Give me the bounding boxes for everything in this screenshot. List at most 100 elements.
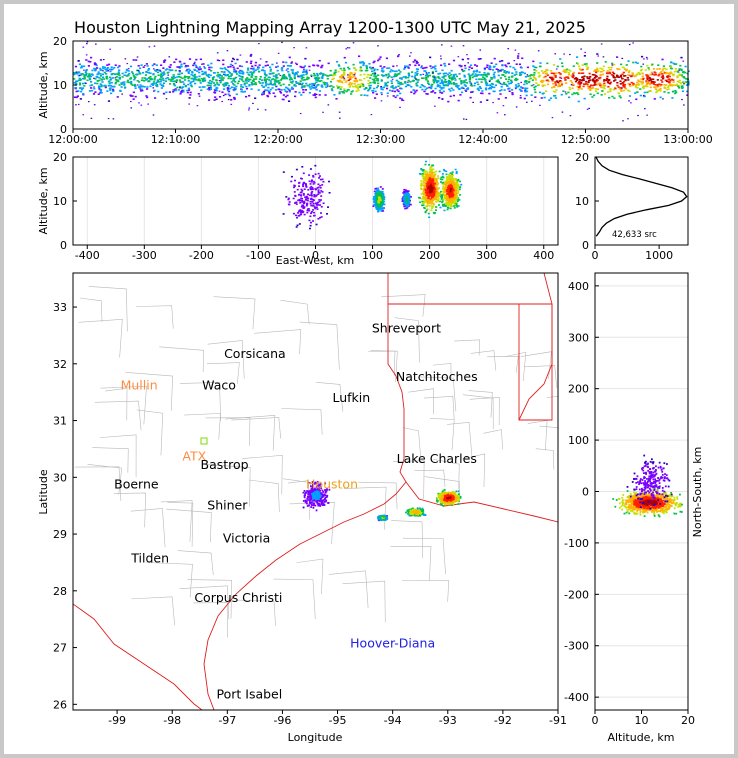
source-point (320, 84, 323, 87)
source-point (432, 75, 435, 77)
sparse-source-point (114, 77, 117, 79)
source-point (687, 82, 690, 84)
source-point (270, 83, 273, 86)
source-point (87, 60, 90, 63)
source-point (310, 179, 313, 182)
source-point (646, 81, 649, 84)
source-point (672, 81, 675, 83)
source-point (439, 200, 442, 203)
source-point (451, 171, 454, 173)
source-point (85, 72, 88, 75)
source-point (455, 192, 458, 195)
source-point (361, 83, 364, 85)
source-point (73, 71, 76, 74)
lma-figure: Houston Lightning Mapping Array 1200-130… (37, 18, 713, 744)
source-point (313, 206, 316, 208)
source-point (101, 76, 105, 79)
source-point (456, 205, 459, 207)
source-point (197, 93, 200, 95)
source-point (656, 89, 659, 92)
source-point (496, 68, 500, 71)
source-point (426, 197, 429, 199)
source-point (674, 92, 677, 95)
source-point (508, 90, 511, 93)
source-point (149, 72, 152, 75)
source-point (362, 85, 365, 87)
source-point (343, 89, 346, 92)
source-point (634, 84, 637, 86)
source-point (118, 84, 121, 86)
sparse-source-point (82, 114, 85, 116)
source-point (602, 65, 605, 68)
source-point (613, 63, 616, 66)
source-point (198, 86, 201, 88)
source-point (511, 76, 514, 78)
sparse-source-point (396, 55, 399, 58)
source-point (310, 194, 313, 197)
source-point (180, 87, 183, 89)
sparse-source-point (520, 81, 523, 84)
source-point (99, 73, 102, 75)
source-point (330, 88, 333, 90)
source-point (555, 72, 558, 74)
source-point (208, 76, 211, 79)
source-point (668, 78, 671, 80)
source-point (358, 79, 361, 81)
source-point (132, 91, 135, 94)
source-point (447, 176, 450, 178)
source-point (504, 64, 507, 66)
source-point (318, 200, 321, 203)
source-point (452, 59, 456, 62)
source-point (436, 175, 439, 177)
source-point (236, 73, 239, 75)
source-point (445, 189, 448, 191)
source-point (369, 77, 372, 79)
source-point (447, 178, 450, 181)
source-point (441, 200, 444, 202)
source-point (442, 90, 445, 93)
source-point (426, 208, 429, 210)
sparse-source-point (380, 100, 383, 102)
source-point (320, 66, 323, 69)
source-point (592, 80, 595, 82)
source-point (210, 69, 213, 72)
source-point (207, 73, 210, 76)
source-point (128, 81, 131, 84)
source-point (470, 67, 474, 70)
source-point (459, 94, 462, 96)
source-point (449, 177, 452, 180)
source-point (106, 77, 109, 80)
source-point (460, 183, 463, 186)
source-point (453, 83, 456, 86)
source-point (117, 71, 120, 73)
source-point (187, 68, 190, 71)
source-point (516, 85, 519, 88)
sparse-source-point (152, 87, 155, 89)
source-point (375, 199, 378, 202)
sparse-source-point (517, 53, 520, 55)
source-point (434, 77, 437, 79)
source-point (427, 173, 430, 176)
source-point (111, 68, 114, 71)
source-point (310, 191, 313, 194)
source-point (430, 193, 433, 196)
source-point (415, 89, 418, 92)
source-point (572, 65, 575, 67)
source-point (640, 65, 643, 68)
source-point (397, 80, 400, 83)
source-point (94, 69, 97, 72)
source-point (454, 185, 457, 188)
source-point (449, 80, 452, 83)
source-point (443, 63, 446, 65)
source-point (575, 78, 578, 80)
source-point (451, 192, 454, 195)
source-point (610, 73, 613, 76)
source-point (436, 84, 439, 86)
source-point (299, 65, 302, 68)
sparse-source-point (628, 100, 630, 102)
source-point (552, 64, 556, 66)
source-point (636, 91, 639, 93)
source-point (646, 74, 649, 77)
source-point (407, 195, 410, 198)
source-point (400, 87, 403, 90)
